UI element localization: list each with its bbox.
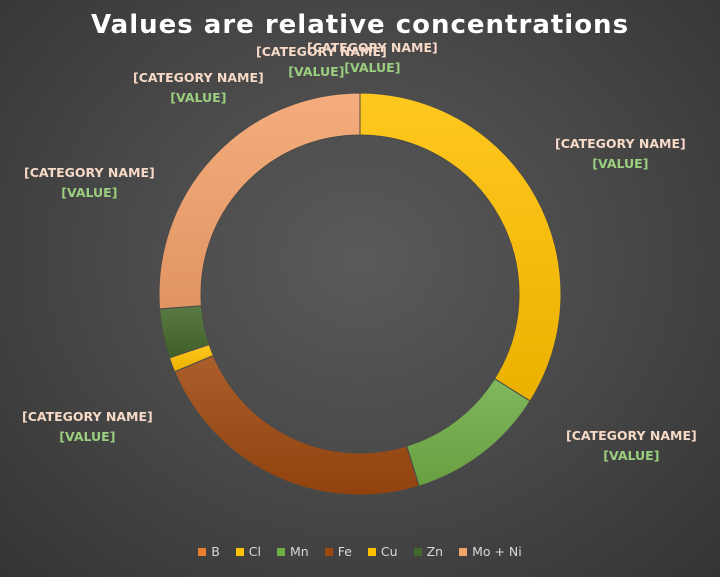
legend-swatch <box>198 547 207 556</box>
doughnut-slices <box>158 92 562 496</box>
data-label-category: [CATEGORY NAME] <box>24 165 155 180</box>
legend-swatch <box>235 547 244 556</box>
data-label-value: [VALUE] <box>592 156 649 171</box>
legend-item: B <box>198 544 220 559</box>
legend-label: Zn <box>426 544 444 559</box>
chart-legend: B Cl Mn Fe Cu Zn Mo + Ni <box>0 544 720 559</box>
legend-label: Mn <box>290 544 309 559</box>
legend-label: B <box>211 544 220 559</box>
legend-label: Cl <box>248 544 261 559</box>
legend-item: Cl <box>235 544 261 559</box>
data-label-value: [VALUE] <box>603 448 660 463</box>
data-label-value: [VALUE] <box>344 60 401 75</box>
slice-mn <box>406 378 531 487</box>
data-label-category: [CATEGORY NAME] <box>307 40 438 55</box>
data-label-cl: [CATEGORY NAME] [VALUE] <box>566 426 697 466</box>
slice-fe <box>173 354 420 496</box>
legend-swatch <box>459 547 468 556</box>
legend-swatch <box>367 547 376 556</box>
legend-label: Cu <box>380 544 398 559</box>
data-label-category: [CATEGORY NAME] <box>566 428 697 443</box>
data-label-category: [CATEGORY NAME] <box>256 44 387 59</box>
legend-label: Fe <box>337 544 352 559</box>
data-label-value: [VALUE] <box>170 90 227 105</box>
chart-title: Values are relative concentrations <box>90 10 630 40</box>
legend-item: Mo + Ni <box>459 544 522 559</box>
legend-swatch <box>413 547 422 556</box>
data-label-b-zero: [CATEGORY NAME] [VALUE] <box>256 42 387 82</box>
data-label-zn: [CATEGORY NAME] [VALUE] <box>307 38 438 78</box>
slice-mo-ni <box>158 92 361 310</box>
slice-cl <box>359 92 562 402</box>
data-label-category: [CATEGORY NAME] <box>133 70 264 85</box>
legend-swatch <box>324 547 333 556</box>
legend-label: Mo + Ni <box>472 544 522 559</box>
data-label-mo-ni: [CATEGORY NAME] [VALUE] <box>555 134 686 174</box>
data-label-category: [CATEGORY NAME] <box>22 409 153 424</box>
data-label-value: [VALUE] <box>288 64 345 79</box>
data-label-cu: [CATEGORY NAME] [VALUE] <box>133 68 264 108</box>
legend-item: Fe <box>324 544 352 559</box>
data-label-category: [CATEGORY NAME] <box>555 136 686 151</box>
data-label-fe: [CATEGORY NAME] [VALUE] <box>24 163 155 203</box>
legend-item: Mn <box>277 544 309 559</box>
data-label-value: [VALUE] <box>61 185 118 200</box>
legend-item: Cu <box>367 544 398 559</box>
data-label-value: [VALUE] <box>59 429 116 444</box>
legend-swatch <box>277 547 285 556</box>
data-label-mn: [CATEGORY NAME] [VALUE] <box>22 407 153 447</box>
legend-item: Zn <box>413 544 444 559</box>
